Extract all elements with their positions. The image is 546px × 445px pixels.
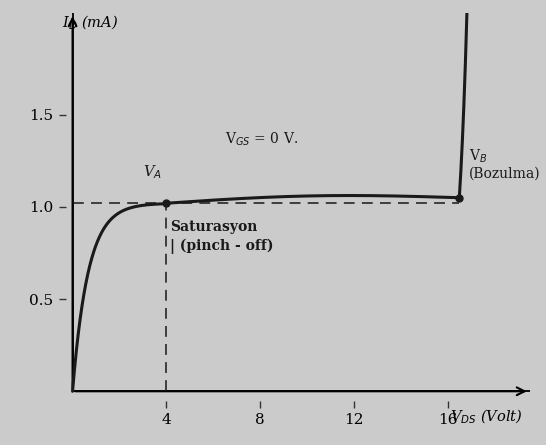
Text: I$_D$ (mA): I$_D$ (mA) xyxy=(62,13,118,32)
Text: V$_{B}$
(Bozulma): V$_{B}$ (Bozulma) xyxy=(468,147,541,181)
Text: V$_{DS}$ (Volt): V$_{DS}$ (Volt) xyxy=(450,408,523,426)
Text: Saturasyon: Saturasyon xyxy=(170,220,257,234)
Text: V$_{A}$: V$_{A}$ xyxy=(143,163,162,181)
Text: | (pinch - off): | (pinch - off) xyxy=(170,238,274,254)
Text: V$_{GS}$ = 0 V.: V$_{GS}$ = 0 V. xyxy=(225,130,298,148)
